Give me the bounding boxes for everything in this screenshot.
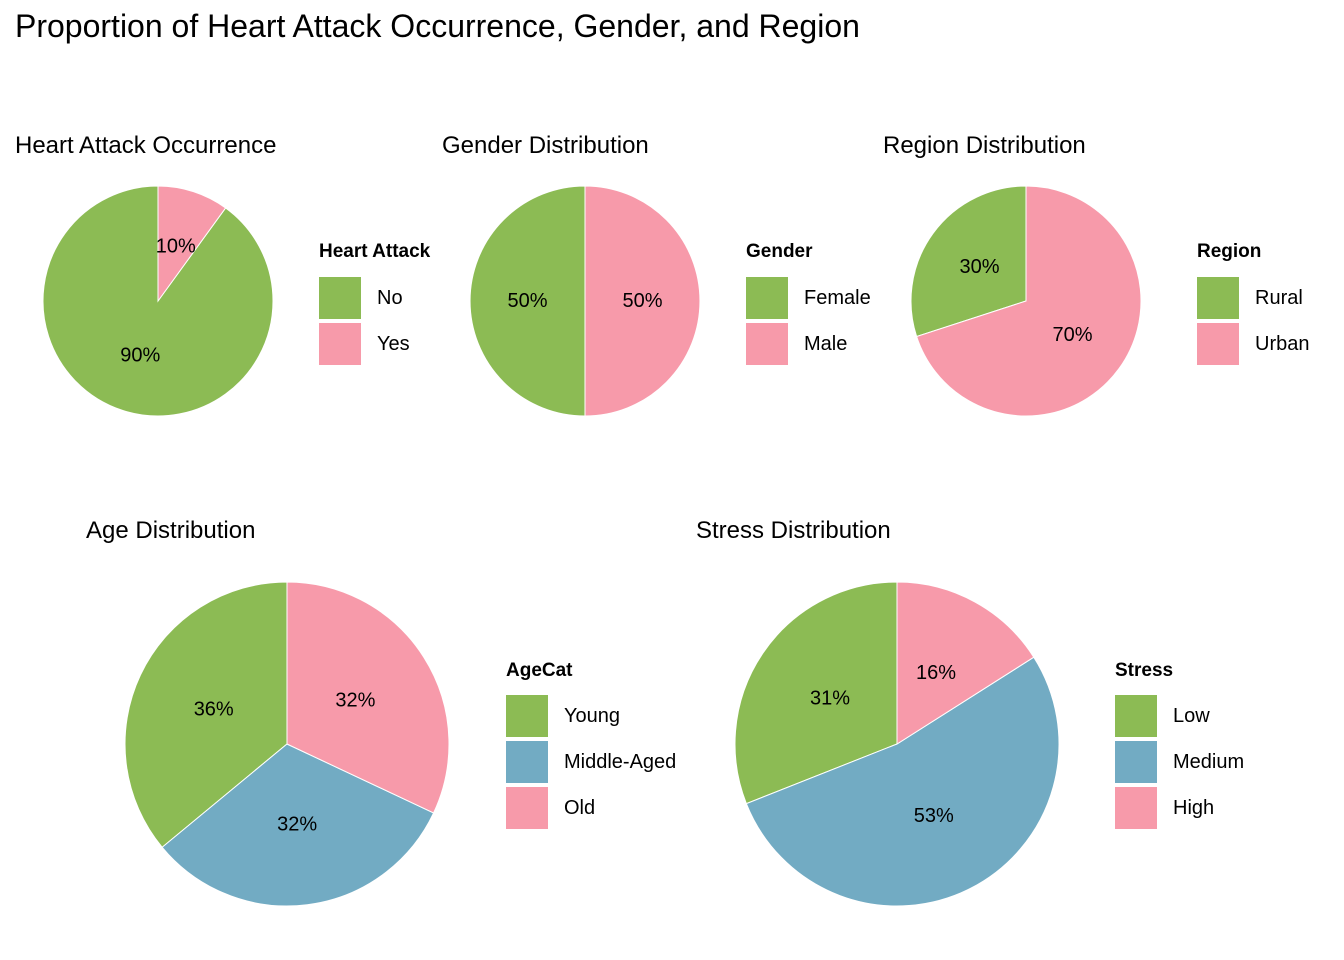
slice-label-female: 50%: [507, 290, 547, 312]
pie-slice-medium: [745, 656, 1060, 907]
chart-title: Heart Attack Occurrence: [15, 132, 276, 159]
pie-chart-stress: Stress Distribution 31% 53% 16% Stress Low Med…: [696, 517, 1244, 907]
pie-chart-agecat: Age Distribution 36% 32% 32% AgeCat Young Midd…: [86, 517, 676, 907]
slice-label-rural: 30%: [959, 256, 999, 278]
legend-swatch-medium: [1115, 741, 1157, 783]
pie-slice-low: [734, 581, 898, 805]
slice-label-low: 31%: [810, 687, 850, 709]
pie-slice-middle-aged: [161, 743, 435, 907]
slice-label-old: 32%: [335, 690, 375, 712]
pie-slice-high: [896, 581, 1035, 745]
legend-swatch-rural: [1197, 277, 1239, 319]
legend-swatch-yes: [319, 323, 361, 365]
pie-slice-female: [469, 185, 586, 417]
legend-item-young: Young: [564, 705, 620, 727]
legend-item-rural: Rural: [1255, 287, 1303, 309]
slice-label-high: 16%: [916, 662, 956, 684]
legend-item-no: No: [377, 287, 403, 309]
legend-item-low: Low: [1173, 705, 1210, 727]
legend-swatch-low: [1115, 695, 1157, 737]
pie-slice-no: [42, 185, 274, 417]
legend-swatch-female: [746, 277, 788, 319]
slice-label-urban: 70%: [1053, 324, 1093, 346]
chart-title: Stress Distribution: [696, 517, 891, 544]
slice-label-yes: 10%: [156, 235, 196, 257]
legend-title: Gender: [746, 241, 813, 262]
slice-label-male: 50%: [622, 290, 662, 312]
pie-slice-old: [286, 581, 450, 814]
slice-label-middle-aged: 32%: [277, 813, 317, 835]
slice-label-medium: 53%: [914, 805, 954, 827]
pie-slice-urban: [915, 185, 1142, 417]
page-title: Proportion of Heart Attack Occurrence, G…: [15, 8, 860, 44]
pie-slice-young: [124, 581, 288, 848]
chart-title: Age Distribution: [86, 517, 255, 544]
legend-swatch-male: [746, 323, 788, 365]
legend-item-male: Male: [804, 333, 847, 355]
legend-item-yes: Yes: [377, 333, 410, 355]
legend-swatch-young: [506, 695, 548, 737]
legend-item-female: Female: [804, 287, 871, 309]
legend-item-medium: Medium: [1173, 751, 1244, 773]
legend-item-middle-aged: Middle-Aged: [564, 751, 676, 773]
pie-chart-heart-attack: Heart Attack Occurrence 90% 10% Heart Attac…: [15, 132, 431, 417]
pie-chart-gender: Gender Distribution 50% 50% Gender Female Mal…: [442, 132, 871, 417]
legend-title: AgeCat: [506, 660, 573, 681]
slice-label-no: 90%: [120, 345, 160, 367]
legend-swatch-no: [319, 277, 361, 319]
legend-swatch-high: [1115, 787, 1157, 829]
pie-slice-male: [584, 185, 701, 417]
pie-slice-rural: [910, 185, 1027, 338]
legend-title: Heart Attack: [319, 241, 431, 262]
legend-item-high: High: [1173, 797, 1214, 819]
chart-title: Gender Distribution: [442, 132, 649, 159]
slice-label-young: 36%: [194, 699, 234, 721]
legend-title: Stress: [1115, 660, 1173, 681]
chart-title: Region Distribution: [883, 132, 1086, 159]
pie-slice-yes: [157, 185, 227, 303]
legend-swatch-old: [506, 787, 548, 829]
legend-item-urban: Urban: [1255, 333, 1309, 355]
legend-item-old: Old: [564, 797, 595, 819]
legend-title: Region: [1197, 241, 1261, 262]
pie-chart-region: Region Distribution 30% 70% Region Rural Urba…: [883, 132, 1309, 417]
legend-swatch-urban: [1197, 323, 1239, 365]
legend-swatch-middle-aged: [506, 741, 548, 783]
